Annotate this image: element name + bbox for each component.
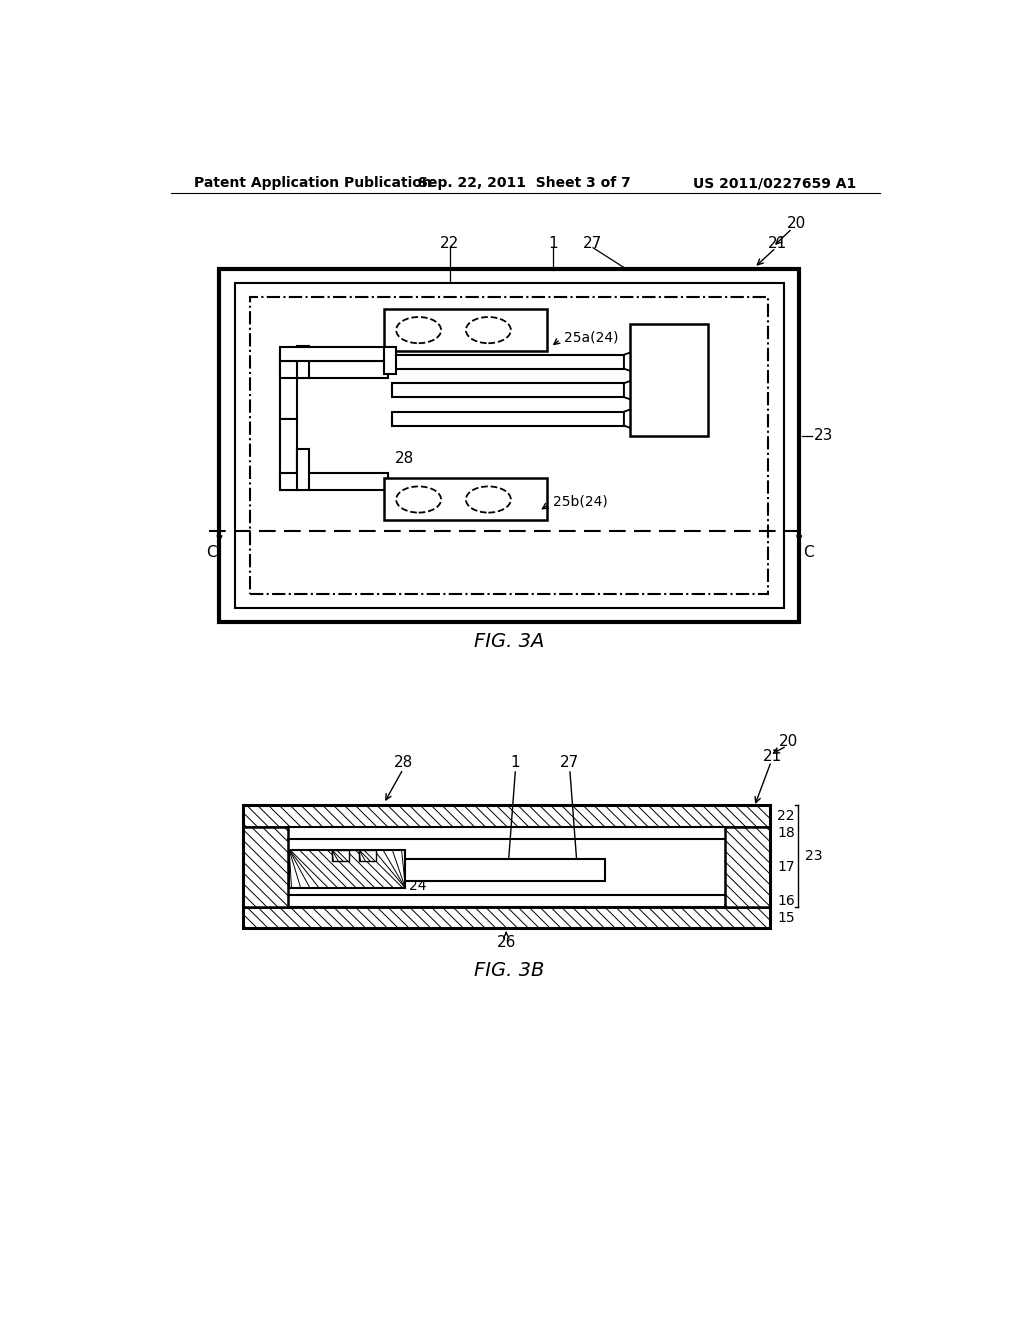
Bar — [280, 347, 394, 360]
Text: 22: 22 — [777, 809, 795, 822]
Text: 21: 21 — [768, 235, 787, 251]
Ellipse shape — [396, 486, 441, 512]
Bar — [243, 826, 770, 840]
Bar — [243, 805, 770, 928]
Bar — [288, 840, 725, 895]
Text: 15: 15 — [777, 911, 795, 924]
Bar — [280, 473, 388, 490]
Ellipse shape — [466, 486, 511, 512]
Text: 25b(25a): 25b(25a) — [291, 862, 344, 875]
Text: FIG. 3B: FIG. 3B — [474, 961, 545, 981]
Bar — [243, 840, 770, 895]
Text: C: C — [803, 545, 814, 560]
Bar — [384, 478, 547, 520]
Text: 23: 23 — [805, 849, 823, 863]
Text: 22: 22 — [440, 235, 459, 251]
Bar — [384, 309, 547, 351]
Bar — [391, 383, 624, 397]
Bar — [288, 895, 725, 907]
Bar — [359, 850, 376, 861]
Text: 27: 27 — [560, 755, 580, 771]
Bar — [289, 850, 406, 888]
Bar — [243, 805, 770, 826]
Bar — [297, 449, 309, 490]
Bar — [280, 418, 297, 490]
Text: 17: 17 — [777, 859, 795, 874]
Polygon shape — [624, 381, 630, 400]
Bar — [366, 859, 605, 880]
Text: US 2011/0227659 A1: US 2011/0227659 A1 — [693, 176, 856, 190]
Bar — [391, 355, 624, 368]
Bar — [243, 895, 770, 907]
Bar — [243, 907, 770, 928]
Text: 28: 28 — [393, 755, 413, 771]
Text: 28: 28 — [395, 451, 415, 466]
Text: 23: 23 — [814, 428, 834, 444]
Text: 25b(24): 25b(24) — [553, 495, 607, 508]
Text: 26: 26 — [497, 935, 516, 950]
Bar — [280, 360, 388, 378]
Text: 20: 20 — [786, 216, 806, 231]
Bar — [243, 826, 288, 907]
Ellipse shape — [466, 317, 511, 343]
Text: 25a(24): 25a(24) — [563, 330, 618, 345]
Text: 27: 27 — [584, 235, 603, 251]
Bar — [384, 347, 396, 374]
Bar — [280, 348, 297, 418]
Text: 20: 20 — [778, 734, 798, 748]
Bar — [332, 850, 349, 861]
Text: 1: 1 — [511, 755, 520, 771]
Polygon shape — [624, 409, 630, 428]
Bar — [219, 269, 799, 622]
Text: Sep. 22, 2011  Sheet 3 of 7: Sep. 22, 2011 Sheet 3 of 7 — [419, 176, 631, 190]
Bar — [288, 826, 725, 840]
Text: FIG. 3A: FIG. 3A — [474, 632, 545, 652]
Polygon shape — [624, 352, 630, 371]
Text: 1: 1 — [548, 235, 557, 251]
Bar — [297, 346, 309, 378]
Ellipse shape — [396, 317, 441, 343]
Text: Patent Application Publication: Patent Application Publication — [194, 176, 432, 190]
Bar — [234, 284, 783, 609]
Bar — [391, 412, 624, 425]
Bar — [630, 323, 708, 436]
Text: 21: 21 — [763, 750, 782, 764]
Bar — [251, 297, 768, 594]
Text: 16: 16 — [777, 894, 796, 908]
Text: 18: 18 — [777, 826, 796, 840]
Text: 24: 24 — [410, 879, 427, 894]
Text: C: C — [207, 545, 217, 560]
Bar — [725, 826, 770, 907]
